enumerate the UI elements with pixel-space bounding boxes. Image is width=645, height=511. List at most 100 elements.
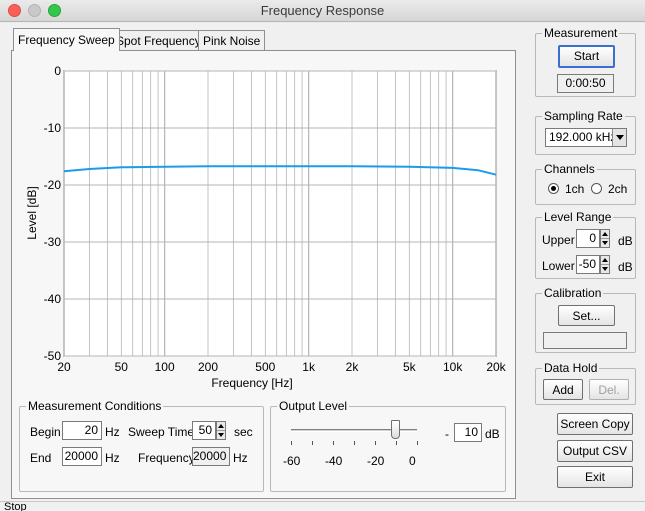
output-level-field[interactable]: 10 [454,423,482,442]
tab-spot-frequency[interactable]: Spot Frequency [111,30,206,50]
calibration-status [543,332,627,349]
spin-up-icon[interactable] [601,256,609,265]
calibration-set-button[interactable]: Set... [558,305,615,326]
level-range-title: Level Range [542,210,614,224]
status-bar: Stop [0,501,645,511]
sampling-rate-value: 192.000 kHz [549,130,617,144]
tick-labels: 20 50 100 200 500 1k 2k 5k 10k 20k 0 -10 -20 -30 -40 -5… [44,64,507,374]
begin-frequency-field[interactable]: 20 [62,421,102,440]
sampling-rate-select[interactable]: 192.000 kHz [545,128,627,147]
output-level-title: Output Level [277,399,350,413]
x-tick-label: 100 [155,360,175,374]
y-tick-label: -40 [44,292,62,306]
zoom-window-button[interactable] [48,4,61,17]
plot-grid [63,70,497,357]
slider-scale-label: -20 [367,454,385,468]
lower-label: Lower [542,259,575,273]
channels-group: Channels 1ch 2ch [535,162,636,205]
frequency-unit: Hz [233,451,248,465]
x-tick-label: 2k [346,360,360,374]
exit-button[interactable]: Exit [557,466,633,488]
tab-frequency-sweep[interactable]: Frequency Sweep [13,28,120,51]
measurement-group: Measurement Start 0:00:50 [535,26,636,97]
y-tick-label: -30 [44,235,62,249]
spin-down-icon[interactable] [217,431,225,440]
data-hold-title: Data Hold [542,361,600,375]
spin-down-icon[interactable] [601,265,609,274]
lower-level-spinner[interactable] [600,255,610,274]
title-bar: Frequency Response [0,0,645,22]
slider-tick [396,441,397,445]
sampling-rate-group: Sampling Rate 192.000 kHz [535,109,636,155]
radio-2ch[interactable] [591,183,602,194]
frequency-label: Frequency [138,451,195,465]
slider-scale-label: 0 [409,454,416,468]
radio-1ch-label[interactable]: 1ch [565,182,585,196]
spin-up-icon[interactable] [217,422,225,431]
lower-unit: dB [618,260,633,274]
upper-label: Upper [542,233,575,247]
x-tick-label: 20k [486,360,506,374]
slider-tick [312,441,313,445]
y-tick-label: -50 [44,349,62,363]
x-tick-label: 10k [443,360,463,374]
sampling-rate-title: Sampling Rate [542,109,625,123]
output-level-slider-thumb[interactable] [391,420,400,439]
end-label: End [30,451,52,465]
y-tick-label: 0 [54,64,61,78]
x-tick-label: 500 [255,360,275,374]
radio-1ch[interactable] [548,183,559,194]
data-hold-group: Data Hold Add Del. [535,361,636,405]
minimize-window-button[interactable] [28,4,41,17]
sweep-time-label: Sweep Time [128,425,195,439]
upper-level-spinner[interactable] [600,229,610,248]
tab-pink-noise[interactable]: Pink Noise [198,30,266,50]
frequency-sweep-panel: 20 50 100 200 500 1k 2k 5k 10k 20k 0 -10 -20 -30 -40 -5… [11,50,516,499]
chevron-down-icon[interactable] [612,129,626,146]
measurement-title: Measurement [542,26,620,40]
end-frequency-field[interactable]: 20000 [62,447,102,466]
slider-scale-labels: -60 -40 -20 0 [271,454,441,468]
data-hold-delete-button[interactable]: Del. [589,379,629,400]
screen-copy-button[interactable]: Screen Copy [557,413,633,435]
begin-unit: Hz [105,425,120,439]
y-tick-label: -20 [44,178,62,192]
measurement-conditions-group: Measurement Conditions Begin 20 Hz Sweep… [19,399,264,492]
channels-title: Channels [542,162,597,176]
measurement-conditions-title: Measurement Conditions [26,399,164,413]
output-level-slider-track[interactable] [291,429,417,432]
x-tick-label: 200 [198,360,218,374]
output-csv-button[interactable]: Output CSV [557,440,633,462]
level-range-group: Level Range Upper 0 dB Lower -50 dB [535,210,636,279]
upper-unit: dB [618,234,633,248]
client-area: Frequency Sweep Spot Frequency Pink Nois… [0,23,645,501]
x-tick-label: 20 [57,360,71,374]
x-tick-label: 1k [302,360,316,374]
data-hold-add-button[interactable]: Add [543,379,583,400]
output-level-prefix: - [445,427,449,441]
sweep-time-spinner[interactable] [216,421,226,440]
status-text: Stop [4,501,27,511]
sweep-time-unit: sec [234,425,253,439]
sweep-time-field[interactable]: 50 [192,421,216,440]
end-unit: Hz [105,451,120,465]
start-button[interactable]: Start [558,45,615,68]
spin-up-icon[interactable] [601,230,609,239]
slider-scale-label: -40 [325,454,343,468]
close-window-button[interactable] [8,4,21,17]
window-title: Frequency Response [260,3,385,18]
slider-scale-label: -60 [283,454,301,468]
lower-level-field[interactable]: -50 [576,255,600,274]
x-tick-label: 5k [403,360,417,374]
upper-level-field[interactable]: 0 [576,229,600,248]
y-axis-label: Level [dB] [25,186,39,239]
slider-tick [333,441,334,445]
calibration-title: Calibration [542,286,604,300]
slider-ticks [271,441,431,447]
radio-2ch-label[interactable]: 2ch [608,182,628,196]
begin-label: Begin [30,425,61,439]
y-tick-label: -10 [44,121,62,135]
spin-down-icon[interactable] [601,239,609,248]
x-tick-label: 50 [115,360,129,374]
output-level-group: Output Level -60 -40 -20 0 - 10 dB [270,399,506,492]
